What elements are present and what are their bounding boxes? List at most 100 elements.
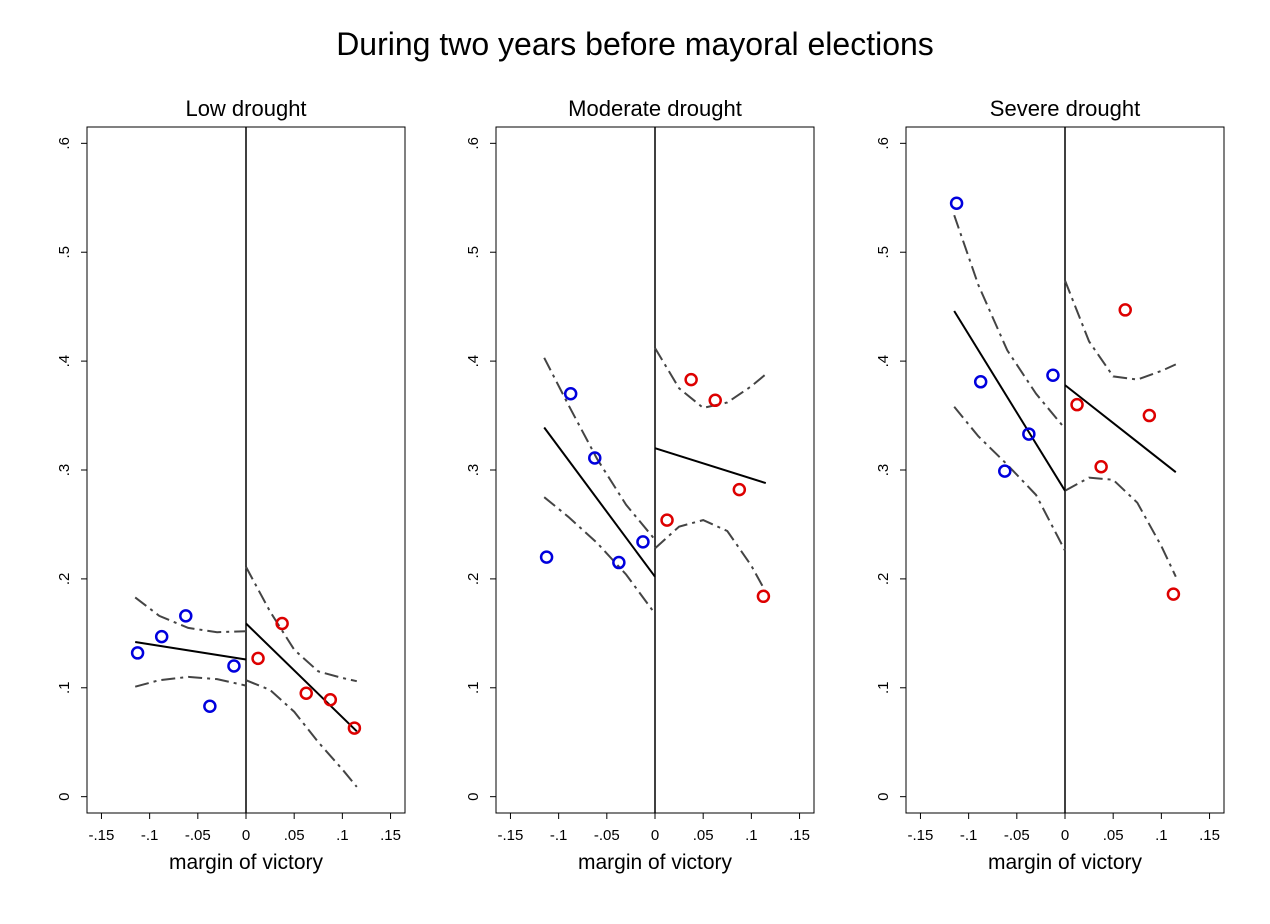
ci-lower-line (134, 675, 247, 688)
data-point-left (563, 387, 578, 401)
fit-line (135, 641, 247, 661)
y-tick-label: .4 (56, 355, 73, 368)
x-tick-label: -.1 (141, 827, 159, 844)
x-tick-label: .15 (380, 827, 401, 844)
y-tick-label: .5 (465, 246, 482, 259)
y-tick-label: .2 (465, 573, 482, 586)
y-tick-label: .4 (875, 355, 892, 368)
ci-lower-line (953, 406, 1066, 552)
data-point-right (1118, 303, 1132, 317)
x-tick-label: 0 (242, 827, 250, 844)
y-tick-label: 0 (465, 792, 482, 800)
x-tick-label: 0 (651, 827, 659, 844)
data-point-left (130, 646, 145, 660)
fit-line (953, 310, 1066, 492)
data-point-left (227, 659, 241, 673)
y-tick-label: 0 (875, 792, 892, 800)
x-tick-label: -.15 (498, 827, 524, 844)
x-tick-label: -.05 (185, 827, 211, 844)
data-point-right (1166, 587, 1181, 601)
panel-severe-drought: Severe drought 0 .1 .2 .3 .4 .5 .6 -.15 -.1 -.05 0.… (875, 96, 1225, 874)
ci-upper-line (1064, 280, 1177, 381)
data-point-left (1022, 427, 1036, 441)
fit-line (245, 622, 358, 733)
ci-upper-line (245, 566, 358, 683)
data-point-left (179, 609, 193, 623)
data-point-left (539, 550, 554, 564)
data-point-right (1070, 397, 1084, 412)
x-tick-label: .15 (789, 827, 810, 844)
x-tick-label: .1 (1155, 827, 1168, 844)
data-point-right (708, 393, 722, 408)
x-axis-label: margin of victory (578, 851, 733, 874)
ci-lower-line (245, 679, 358, 788)
data-point-right (251, 651, 265, 666)
y-tick-label: .5 (56, 246, 73, 259)
x-tick-label: -.05 (594, 827, 620, 844)
panel-title: Low drought (185, 96, 306, 121)
x-tick-label: .05 (1103, 827, 1124, 844)
x-tick-label: .1 (336, 827, 349, 844)
y-tick-label: .6 (465, 137, 482, 150)
data-point-left (203, 699, 217, 714)
y-tick-label: .3 (56, 464, 73, 477)
y-tick-label: .1 (465, 682, 482, 695)
ci-lower-line (1064, 476, 1177, 578)
y-tick-label: .2 (875, 573, 892, 586)
data-point-right (275, 616, 289, 631)
figure-title: During two years before mayoral election… (336, 26, 934, 62)
data-point-left (973, 375, 988, 389)
data-point-right (1142, 408, 1157, 423)
y-tick-label: .5 (875, 246, 892, 259)
data-point-right (347, 721, 362, 735)
x-tick-label: -.15 (908, 827, 934, 844)
panel-low-drought: Low drought 0 .1 .2 .3 .4 .5 .6 -.15 -.1 -.05 0 .05.… (56, 96, 406, 874)
data-point-right (1094, 459, 1108, 474)
y-tick-label: .1 (875, 682, 892, 695)
y-tick-label: .3 (465, 464, 482, 477)
panel-title: Moderate drought (568, 96, 742, 121)
data-point-left (636, 535, 650, 549)
fit-line (543, 426, 656, 578)
y-tick-label: .6 (56, 137, 73, 150)
data-point-left (588, 451, 602, 465)
y-tick-label: .4 (465, 355, 482, 368)
y-tick-label: .3 (875, 464, 892, 477)
y-tick-label: .1 (56, 682, 73, 695)
x-tick-label: .1 (745, 827, 758, 844)
x-tick-label: -.15 (89, 827, 115, 844)
data-point-right (684, 372, 698, 387)
data-point-right (323, 693, 338, 707)
ci-lower-line (543, 496, 656, 615)
x-tick-label: .05 (284, 827, 305, 844)
x-tick-label: 0 (1061, 827, 1069, 844)
data-point-right (732, 482, 747, 497)
data-point-left (612, 555, 626, 570)
ci-upper-line (134, 596, 247, 634)
y-tick-label: .6 (875, 137, 892, 150)
panel-moderate-drought: Moderate drought 0 .1 .2 .3 .4 .5 .6 -.15 -.1 -.05… (465, 96, 815, 874)
x-axis-label: margin of victory (169, 851, 324, 874)
fit-line (654, 447, 767, 485)
data-point-right (660, 513, 674, 527)
data-point-right (299, 686, 313, 700)
data-point-left (998, 464, 1012, 478)
y-tick-label: 0 (56, 792, 73, 800)
x-tick-label: .15 (1199, 827, 1220, 844)
x-tick-label: -.05 (1004, 827, 1030, 844)
x-tick-label: -.1 (960, 827, 978, 844)
data-point-right (756, 589, 771, 604)
ci-upper-line (543, 357, 656, 541)
x-tick-label: -.1 (550, 827, 568, 844)
x-tick-label: .05 (693, 827, 714, 844)
panel-title: Severe drought (990, 96, 1140, 121)
data-point-left (949, 196, 964, 210)
ci-upper-line (953, 214, 1066, 430)
fit-line (1064, 384, 1177, 473)
y-tick-label: .2 (56, 573, 73, 586)
x-axis-label: margin of victory (988, 851, 1143, 874)
ci-lower-line (654, 519, 767, 593)
data-point-left (1046, 368, 1060, 383)
data-point-left (154, 629, 169, 644)
